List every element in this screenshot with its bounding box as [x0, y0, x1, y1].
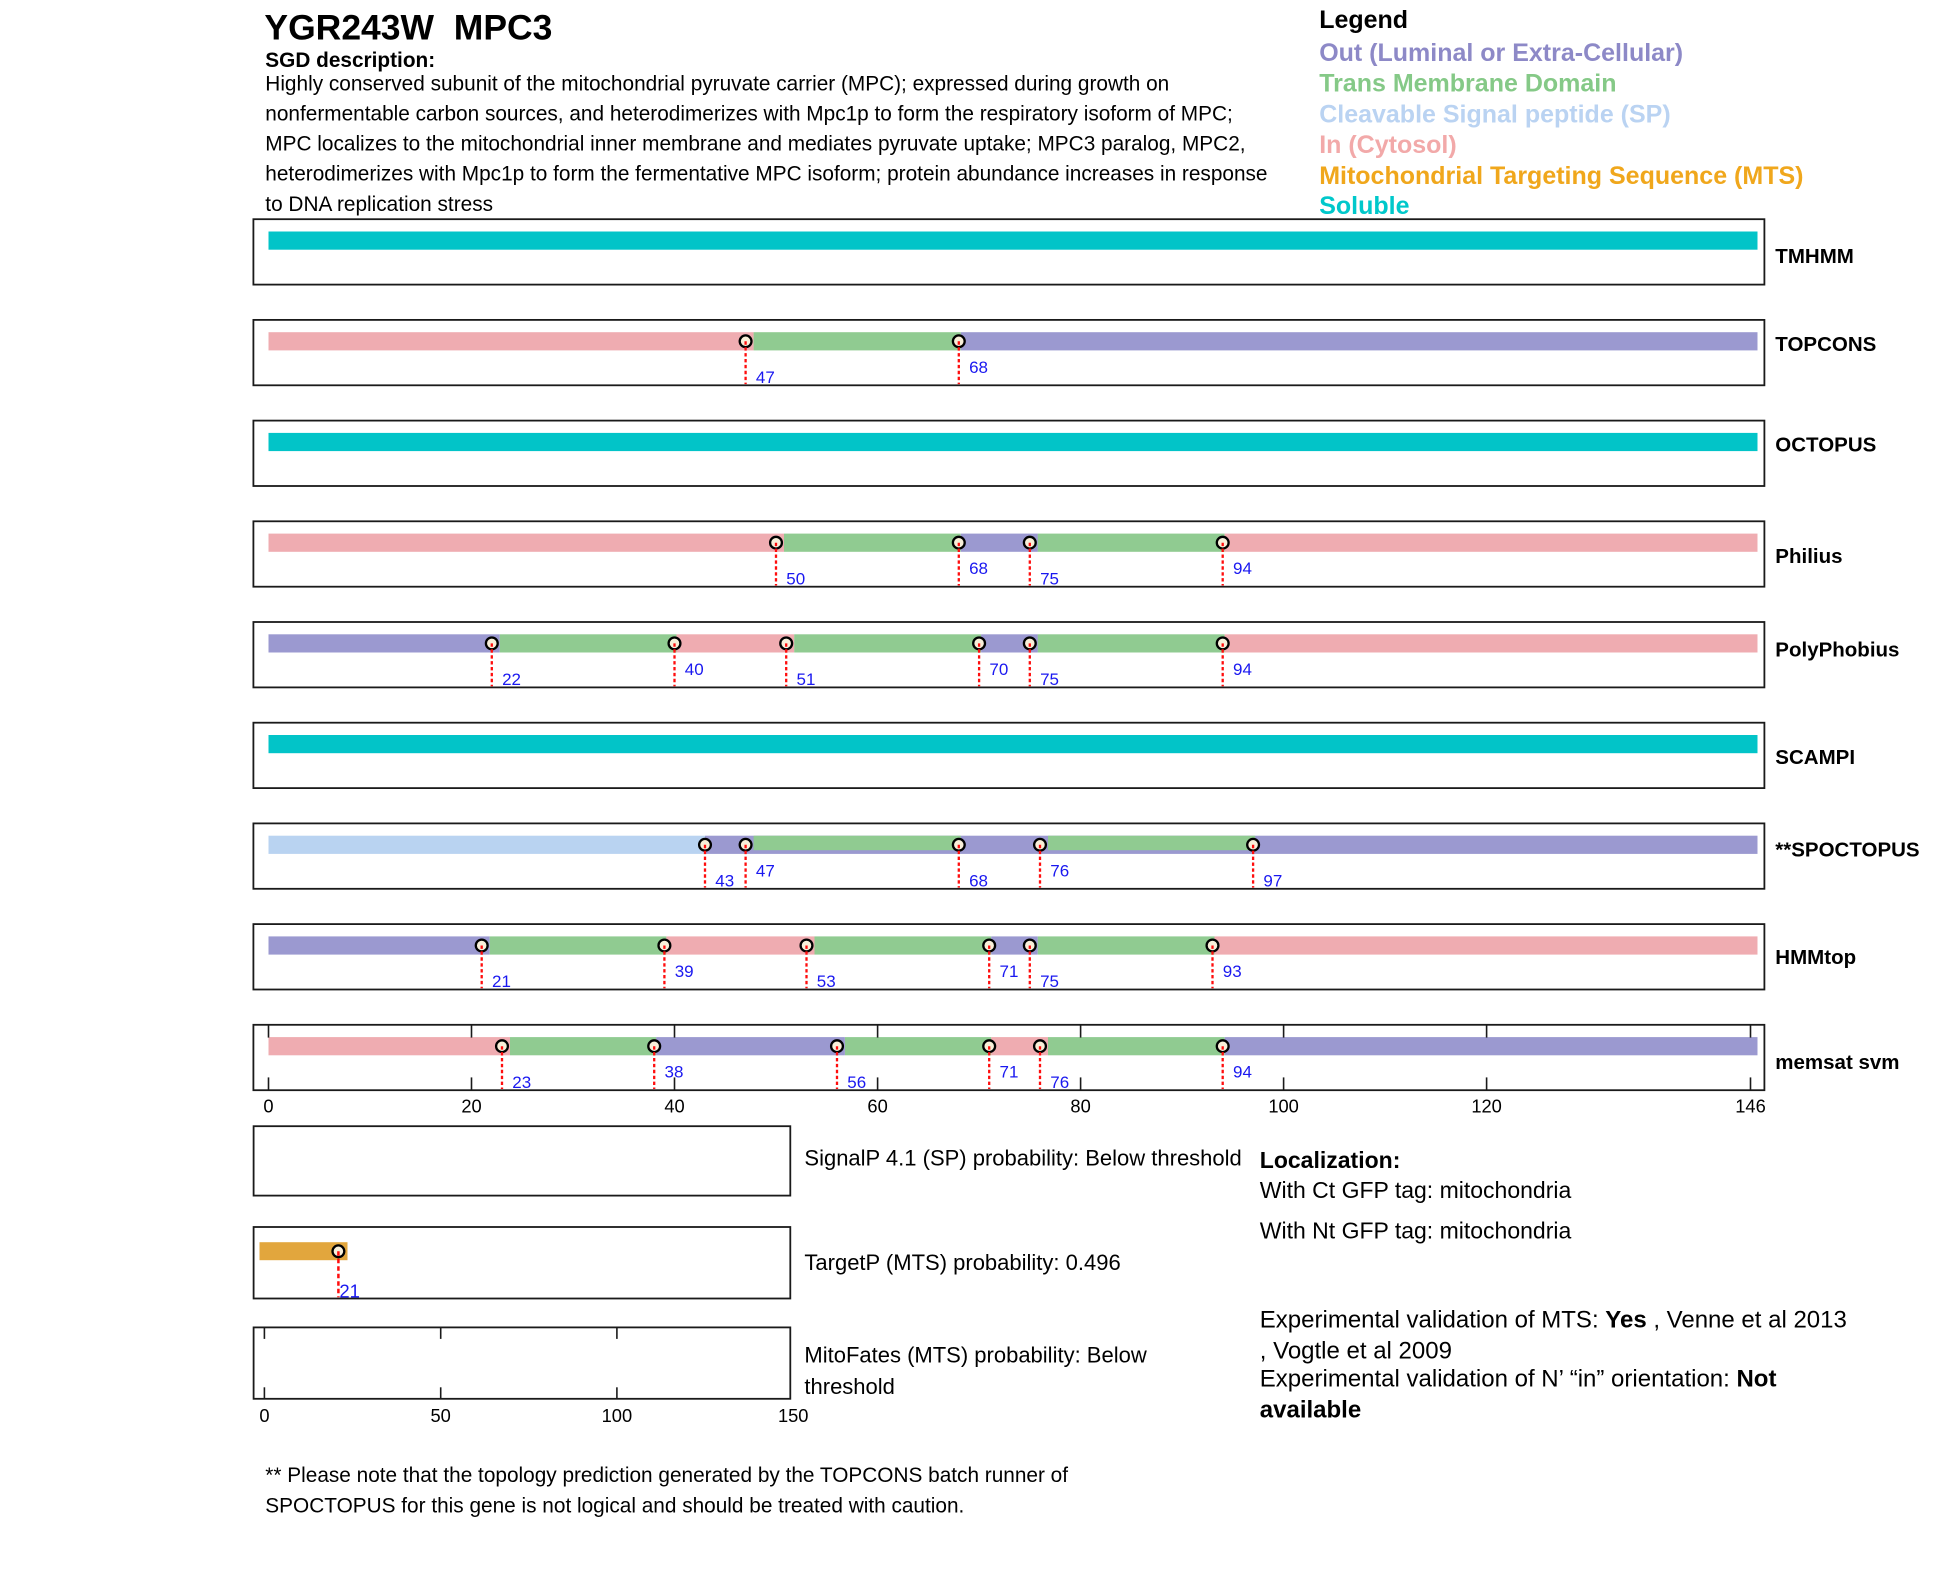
svg-text:71: 71: [1000, 962, 1019, 981]
svg-text:available: available: [1260, 1397, 1361, 1424]
svg-text:76: 76: [1050, 861, 1069, 880]
svg-text:Experimental validation of MTS: Experimental validation of MTS: Yes , Ve…: [1260, 1306, 1847, 1333]
svg-text:94: 94: [1233, 660, 1252, 679]
svg-text:93: 93: [1223, 962, 1242, 981]
svg-text:68: 68: [969, 358, 988, 377]
svg-text:HMMtop: HMMtop: [1775, 946, 1856, 969]
svg-text:50: 50: [431, 1405, 451, 1426]
svg-text:Out (Luminal or Extra-Cellular: Out (Luminal or Extra-Cellular): [1319, 39, 1683, 67]
svg-text:68: 68: [969, 559, 988, 578]
svg-text:47: 47: [756, 368, 775, 387]
svg-text:20: 20: [461, 1096, 481, 1117]
svg-text:, Vogtle et al 2009: , Vogtle et al 2009: [1260, 1337, 1452, 1364]
svg-text:Experimental validation of N’: Experimental validation of N’ “in” orien…: [1260, 1365, 1777, 1392]
svg-text:memsat svm: memsat svm: [1775, 1051, 1899, 1074]
svg-text:40: 40: [685, 660, 704, 679]
svg-text:Mitochondrial Targeting Sequen: Mitochondrial Targeting Sequence (MTS): [1319, 162, 1803, 190]
svg-text:94: 94: [1233, 559, 1252, 578]
svg-text:70: 70: [989, 660, 1008, 679]
svg-text:SignalP 4.1 (SP) probability:: SignalP 4.1 (SP) probability: Below thre…: [804, 1146, 1241, 1171]
svg-text:71: 71: [1000, 1063, 1019, 1082]
svg-text:0: 0: [259, 1405, 269, 1426]
svg-text:40: 40: [664, 1096, 684, 1117]
svg-text:Soluble: Soluble: [1319, 192, 1409, 220]
svg-text:47: 47: [756, 861, 775, 880]
svg-text:TMHMM: TMHMM: [1775, 245, 1854, 268]
svg-text:23: 23: [512, 1073, 531, 1092]
svg-text:SCAMPI: SCAMPI: [1775, 746, 1855, 769]
svg-text:100: 100: [602, 1405, 633, 1426]
svg-text:Highly conserved subunit of th: Highly conserved subunit of the mitochon…: [265, 72, 1169, 95]
svg-text:Localization:: Localization:: [1260, 1147, 1401, 1173]
svg-text:21: 21: [339, 1280, 360, 1301]
svg-text:to DNA replication stress: to DNA replication stress: [265, 193, 493, 216]
svg-text:MPC localizes to the mitochond: MPC localizes to the mitochondrial inner…: [265, 133, 1245, 156]
svg-text:MitoFates (MTS) probability: B: MitoFates (MTS) probability: Below: [804, 1343, 1146, 1368]
svg-text:YGR243W MPC3: YGR243W MPC3: [264, 8, 552, 48]
svg-text:With Nt GFP tag: mitochondria: With Nt GFP tag: mitochondria: [1260, 1218, 1572, 1244]
svg-text:heterodimerizes with Mpc1p to: heterodimerizes with Mpc1p to form the f…: [265, 163, 1267, 186]
svg-text:120: 120: [1471, 1096, 1502, 1117]
svg-text:60: 60: [867, 1096, 887, 1117]
svg-text:97: 97: [1263, 872, 1282, 891]
svg-text:38: 38: [665, 1063, 684, 1082]
svg-text:39: 39: [675, 962, 694, 981]
svg-text:43: 43: [715, 872, 734, 891]
svg-text:22: 22: [502, 670, 521, 689]
svg-text:Legend: Legend: [1319, 6, 1408, 34]
svg-text:51: 51: [797, 670, 816, 689]
svg-text:In (Cytosol): In (Cytosol): [1319, 131, 1457, 159]
svg-text:0: 0: [263, 1096, 273, 1117]
svg-text:150: 150: [778, 1405, 809, 1426]
svg-text:100: 100: [1268, 1096, 1299, 1117]
svg-text:68: 68: [969, 872, 988, 891]
svg-text:Trans Membrane Domain: Trans Membrane Domain: [1319, 69, 1616, 97]
svg-text:75: 75: [1040, 670, 1059, 689]
svg-text:146: 146: [1735, 1096, 1766, 1117]
svg-text:OCTOPUS: OCTOPUS: [1775, 433, 1876, 456]
svg-text:With Ct GFP tag: mitochondria: With Ct GFP tag: mitochondria: [1260, 1177, 1572, 1203]
svg-text:SPOCTOPUS for this gene is not: SPOCTOPUS for this gene is not logical a…: [265, 1495, 964, 1518]
svg-text:56: 56: [847, 1073, 866, 1092]
svg-text:80: 80: [1070, 1096, 1090, 1117]
svg-text:**SPOCTOPUS: **SPOCTOPUS: [1775, 838, 1919, 861]
svg-text:75: 75: [1040, 972, 1059, 991]
svg-text:SGD description:: SGD description:: [265, 49, 435, 72]
svg-text:21: 21: [492, 972, 511, 991]
svg-text:threshold: threshold: [804, 1374, 895, 1399]
svg-text:75: 75: [1040, 569, 1059, 588]
svg-text:Philius: Philius: [1775, 545, 1842, 568]
svg-text:TargetP (MTS) probability: 0.4: TargetP (MTS) probability: 0.496: [804, 1250, 1120, 1275]
svg-text:Cleavable Signal peptide (SP): Cleavable Signal peptide (SP): [1319, 101, 1670, 129]
svg-text:** Please note that the topolo: ** Please note that the topology predict…: [265, 1464, 1068, 1487]
svg-text:76: 76: [1050, 1073, 1069, 1092]
svg-text:PolyPhobius: PolyPhobius: [1775, 638, 1899, 661]
svg-text:50: 50: [786, 569, 805, 588]
svg-text:TOPCONS: TOPCONS: [1775, 333, 1876, 356]
svg-text:94: 94: [1233, 1063, 1252, 1082]
svg-text:53: 53: [817, 972, 836, 991]
svg-text:nonfermentable carbon sources,: nonfermentable carbon sources, and heter…: [265, 103, 1232, 126]
